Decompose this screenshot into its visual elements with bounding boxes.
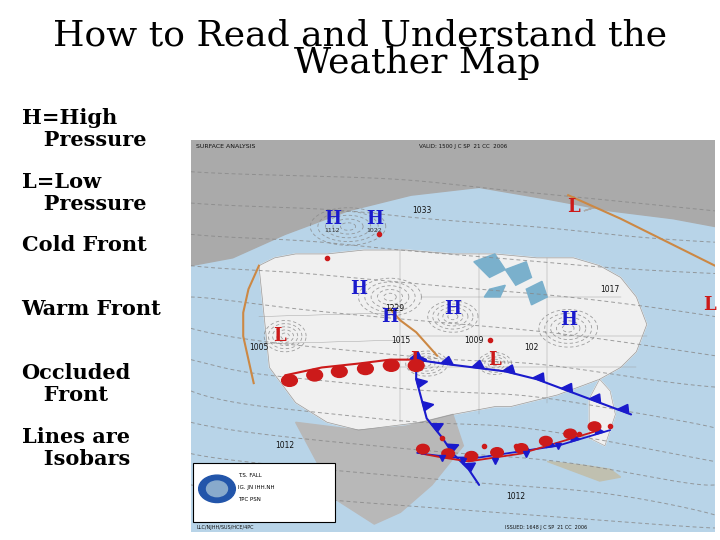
Polygon shape (416, 379, 428, 388)
Text: 1009: 1009 (464, 335, 484, 345)
Text: Cold Front: Cold Front (22, 235, 146, 255)
Polygon shape (431, 424, 444, 432)
FancyBboxPatch shape (194, 463, 335, 522)
Text: 1033: 1033 (412, 206, 431, 215)
Polygon shape (472, 360, 485, 369)
Text: H: H (324, 210, 341, 228)
Text: L: L (410, 350, 423, 369)
Circle shape (539, 436, 552, 446)
Text: T.S. FALL: T.S. FALL (238, 473, 262, 478)
Text: 1015: 1015 (391, 335, 410, 345)
Polygon shape (546, 441, 555, 448)
Circle shape (516, 444, 528, 453)
Text: 1022: 1022 (366, 228, 382, 233)
Text: LLC/NJHH/SUS/HCE/4PC: LLC/NJHH/SUS/HCE/4PC (196, 525, 253, 530)
Circle shape (408, 360, 424, 372)
Polygon shape (561, 383, 572, 393)
Polygon shape (191, 140, 715, 266)
Text: How to Read and Understand the: How to Read and Understand the (53, 19, 667, 53)
Text: 1112: 1112 (325, 228, 340, 233)
Circle shape (307, 369, 323, 381)
Polygon shape (571, 435, 580, 442)
Text: 1012: 1012 (506, 492, 526, 501)
Polygon shape (503, 365, 515, 374)
Polygon shape (618, 404, 629, 414)
Text: Weather Map: Weather Map (294, 46, 541, 80)
Circle shape (442, 449, 454, 458)
Circle shape (199, 475, 235, 503)
Text: 102: 102 (524, 343, 539, 353)
Polygon shape (589, 394, 600, 403)
Text: H: H (382, 308, 398, 326)
Text: H: H (366, 210, 383, 228)
Polygon shape (533, 373, 544, 382)
Polygon shape (463, 463, 475, 471)
Polygon shape (422, 401, 433, 411)
Circle shape (465, 451, 477, 461)
Text: H: H (350, 280, 367, 298)
Polygon shape (521, 445, 529, 451)
Polygon shape (595, 428, 604, 435)
Polygon shape (417, 448, 426, 454)
Text: L: L (567, 198, 580, 216)
Circle shape (207, 481, 228, 497)
Circle shape (588, 422, 600, 431)
Text: TPC PSN: TPC PSN (238, 497, 261, 502)
Text: H: H (559, 312, 577, 329)
Circle shape (564, 429, 577, 438)
Text: VALID: 1500 J C SP  21 CC  2006: VALID: 1500 J C SP 21 CC 2006 (419, 144, 508, 150)
Polygon shape (474, 254, 505, 278)
Text: 1229: 1229 (386, 304, 405, 313)
Polygon shape (416, 355, 427, 365)
Text: SURFACE ANALYSIS: SURFACE ANALYSIS (196, 144, 256, 150)
Polygon shape (589, 379, 616, 446)
Polygon shape (259, 250, 647, 430)
Text: 1017: 1017 (600, 285, 620, 294)
Text: Occluded
   Front: Occluded Front (22, 363, 131, 406)
Text: L: L (703, 296, 716, 314)
Text: 1005: 1005 (249, 343, 269, 353)
Text: Lines are
   Isobars: Lines are Isobars (22, 427, 130, 469)
Text: Warm Front: Warm Front (22, 299, 161, 319)
Polygon shape (485, 285, 505, 297)
Polygon shape (584, 140, 715, 211)
Circle shape (417, 444, 429, 454)
Text: IG. JN IHH.NH: IG. JN IHH.NH (238, 485, 274, 490)
Polygon shape (441, 356, 454, 365)
Text: ISSUED: 1648 J C SP  21 CC  2006: ISSUED: 1648 J C SP 21 CC 2006 (505, 525, 588, 530)
Circle shape (384, 360, 399, 372)
Circle shape (358, 363, 373, 375)
Polygon shape (526, 281, 547, 305)
Polygon shape (469, 451, 478, 457)
Polygon shape (296, 415, 464, 524)
Text: L=Low
   Pressure: L=Low Pressure (22, 172, 146, 214)
Circle shape (331, 366, 347, 377)
Circle shape (282, 375, 297, 386)
Polygon shape (443, 451, 452, 457)
Circle shape (491, 448, 503, 457)
Polygon shape (547, 461, 621, 481)
Polygon shape (505, 262, 531, 285)
Text: H: H (444, 300, 462, 318)
Text: H=High
   Pressure: H=High Pressure (22, 108, 146, 151)
Text: L: L (488, 350, 501, 369)
Polygon shape (446, 444, 459, 453)
Polygon shape (410, 352, 423, 361)
Text: L: L (274, 327, 287, 345)
Polygon shape (495, 449, 504, 455)
Text: 1012: 1012 (276, 441, 294, 450)
